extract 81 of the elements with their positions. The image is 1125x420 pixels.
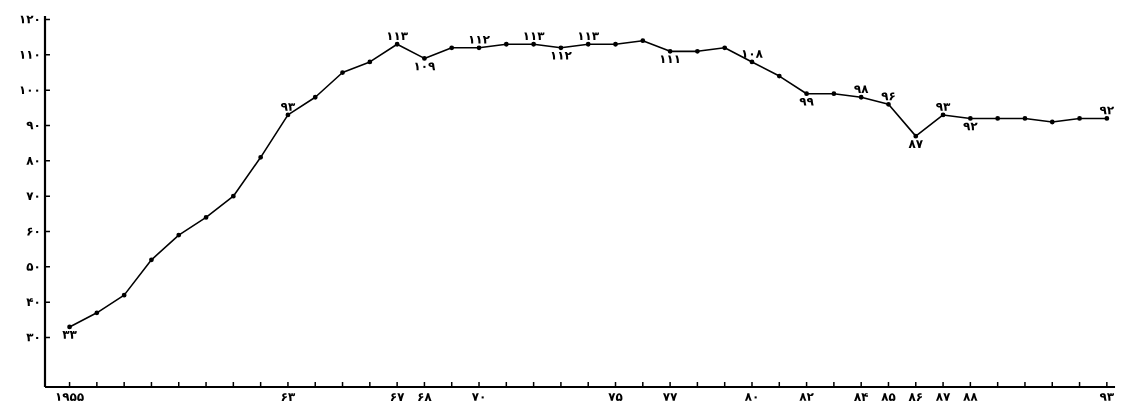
y-tick-label: ۷۰ bbox=[26, 192, 39, 200]
data-label: ۹۶ bbox=[881, 92, 895, 101]
point bbox=[722, 45, 728, 51]
point bbox=[1104, 116, 1110, 121]
point bbox=[886, 101, 891, 107]
point bbox=[695, 48, 700, 54]
data-label: ۹۸ bbox=[854, 85, 869, 94]
x-tick-label: ۹۳ bbox=[1099, 393, 1114, 401]
point bbox=[67, 324, 72, 330]
x-tick-label: ۸۴ bbox=[854, 393, 869, 401]
point bbox=[995, 116, 1001, 121]
point bbox=[1049, 119, 1055, 125]
point bbox=[1022, 116, 1028, 121]
y-tick-label: ۱۲۰ bbox=[20, 15, 39, 24]
point bbox=[422, 56, 427, 61]
point bbox=[858, 94, 864, 100]
y-tick-label: ۴۰ bbox=[26, 298, 39, 307]
point bbox=[804, 91, 809, 97]
x-tick-label: ۸۶ bbox=[908, 393, 922, 401]
point bbox=[94, 310, 100, 316]
x-tick-label: ۱۹۵۵ bbox=[56, 393, 84, 401]
point bbox=[476, 45, 482, 51]
point bbox=[230, 193, 236, 199]
point bbox=[449, 45, 455, 51]
point bbox=[1077, 116, 1082, 121]
point bbox=[558, 45, 564, 51]
y-tick-label: ۱۰۰ bbox=[20, 86, 39, 94]
point bbox=[176, 232, 182, 238]
y-tick-label: ۵۰ bbox=[26, 262, 39, 271]
point bbox=[749, 59, 755, 65]
point bbox=[503, 41, 509, 47]
y-tick-label: ۶۰ bbox=[27, 227, 39, 236]
data-label: ۹۲ bbox=[1099, 106, 1114, 115]
point bbox=[940, 112, 946, 118]
data-label: ۱۱۳ bbox=[578, 32, 599, 41]
point bbox=[531, 41, 537, 47]
x-tick-label: ۸۰ bbox=[744, 393, 757, 401]
point bbox=[640, 38, 646, 44]
data-label: ۱۰۹ bbox=[415, 62, 436, 71]
point bbox=[258, 154, 264, 160]
data-label: ۹۳ bbox=[936, 103, 951, 111]
point bbox=[967, 116, 973, 121]
y-tick-label: ۹۰ bbox=[26, 121, 39, 130]
point bbox=[340, 70, 345, 75]
point bbox=[367, 59, 373, 65]
x-tick-label: ۸۷ bbox=[935, 393, 951, 401]
point bbox=[585, 41, 591, 47]
data-label: ۹۲ bbox=[963, 122, 978, 131]
point bbox=[394, 41, 400, 47]
point bbox=[913, 133, 919, 139]
data-label: ۳۳ bbox=[62, 331, 77, 339]
x-tick-label: ۷۵ bbox=[608, 393, 623, 401]
point bbox=[831, 91, 837, 97]
x-tick-label: ۶۸ bbox=[418, 393, 432, 401]
x-tick-label: ۸۸ bbox=[963, 393, 978, 401]
point bbox=[667, 48, 673, 54]
data-label: ۸۷ bbox=[908, 140, 923, 148]
y-tick-label: ۱۱۰ bbox=[20, 51, 39, 59]
data-label: ۱۱۲ bbox=[551, 51, 572, 60]
point bbox=[613, 41, 618, 47]
data-label: ۹۹ bbox=[799, 97, 814, 106]
data-label: ۱۱۲ bbox=[469, 36, 490, 44]
point bbox=[203, 215, 209, 220]
data-label: ۱۰۸ bbox=[742, 50, 763, 58]
x-tick-label: ۸۲ bbox=[799, 393, 814, 401]
data-label: ۱۱۱ bbox=[660, 55, 679, 64]
x-tick-label: ۷۷ bbox=[662, 393, 678, 401]
x-tick-label: ۸۵ bbox=[881, 393, 896, 401]
data-label: ۹۳ bbox=[281, 103, 296, 111]
point bbox=[776, 73, 782, 79]
point bbox=[285, 112, 291, 118]
data-label: ۱۱۳ bbox=[387, 32, 408, 41]
x-tick-label: ۶۷ bbox=[390, 393, 405, 401]
y-tick-label: ۳۰ bbox=[26, 333, 39, 342]
data-label: ۱۱۳ bbox=[524, 32, 545, 41]
x-tick-label: ۶۳ bbox=[281, 393, 296, 401]
point bbox=[312, 94, 318, 100]
point bbox=[149, 257, 154, 263]
x-tick-label: ۷۰ bbox=[471, 393, 484, 401]
point bbox=[121, 292, 127, 298]
y-tick-label: ۸۰ bbox=[26, 157, 39, 165]
